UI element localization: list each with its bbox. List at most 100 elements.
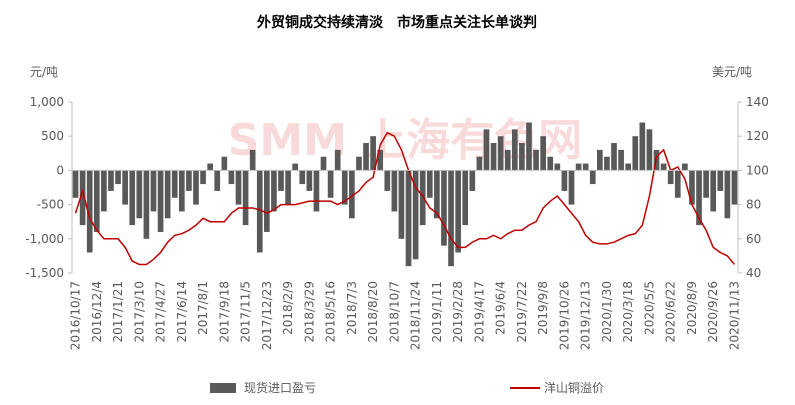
- x-tick-label: 2018/10/7: [387, 281, 401, 343]
- y-tick-label: 500: [41, 129, 64, 143]
- x-tick-label: 2018/2/9: [281, 281, 295, 335]
- bar: [667, 170, 674, 185]
- bar: [483, 129, 490, 171]
- x-tick-label: 2018/5/16: [324, 281, 338, 343]
- x-tick-label: 2016/10/17: [69, 281, 83, 350]
- x-tick-label: 2020/1/30: [600, 281, 614, 343]
- bar: [639, 122, 646, 171]
- bar: [611, 143, 617, 171]
- bar: [249, 149, 256, 171]
- bar: [462, 170, 469, 226]
- x-tick-label: 2019/1/11: [430, 281, 444, 343]
- bar: [313, 170, 320, 212]
- bar: [660, 163, 667, 171]
- bar: [186, 170, 192, 191]
- bar: [150, 170, 157, 212]
- x-tick-label: 2017/6/14: [175, 281, 189, 343]
- x-tick-label: 2020/5/5: [642, 281, 656, 335]
- bar: [441, 170, 447, 246]
- bar: [264, 170, 270, 232]
- bar: [632, 136, 639, 171]
- bar: [235, 170, 242, 205]
- bar: [129, 170, 136, 226]
- bar: [469, 170, 476, 191]
- bar: [434, 170, 440, 219]
- x-tick-label: 2017/3/10: [132, 281, 146, 343]
- x-tick-label: 2020/11/13: [727, 281, 741, 350]
- x-tick-label: 2018/7/3: [345, 281, 359, 335]
- bar: [221, 156, 228, 171]
- bar: [455, 170, 461, 253]
- bar: [717, 170, 724, 191]
- bar: [377, 149, 384, 171]
- x-tick-label: 2017/11/5: [239, 281, 253, 343]
- bar: [164, 170, 171, 219]
- bar: [370, 136, 376, 171]
- bar: [589, 170, 596, 185]
- bar: [356, 156, 362, 171]
- bar: [79, 170, 86, 226]
- x-tick-label: 2017/1/21: [111, 281, 125, 343]
- bar: [689, 170, 695, 205]
- bar: [320, 156, 327, 171]
- x-tick-label: 2019/2/28: [451, 281, 465, 343]
- y-tick-label: 0: [56, 163, 64, 177]
- legend-label: 洋山铜溢价: [544, 380, 604, 395]
- bar: [214, 170, 221, 191]
- bar: [136, 170, 143, 219]
- bar: [405, 170, 412, 267]
- x-tick-label: 2017/4/27: [154, 281, 168, 343]
- x-tick-label: 2020/6/22: [664, 281, 678, 343]
- bar: [200, 170, 206, 185]
- y-tick-label: -500: [37, 198, 64, 212]
- bar: [178, 170, 185, 212]
- bar: [292, 163, 299, 171]
- bar: [582, 163, 589, 171]
- bar: [271, 170, 277, 212]
- bar: [547, 156, 554, 171]
- bar: [327, 170, 334, 198]
- bar: [696, 170, 702, 226]
- bar: [526, 122, 532, 171]
- bar: [384, 170, 391, 191]
- bar: [207, 163, 213, 171]
- x-tick-label: 2017/12/23: [260, 281, 274, 350]
- x-tick-label: 2017/8/1: [196, 281, 210, 335]
- bar: [597, 149, 603, 171]
- bar: [171, 170, 178, 198]
- bar: [540, 136, 546, 171]
- bar: [561, 170, 568, 191]
- bar: [285, 170, 291, 205]
- bar: [72, 170, 79, 198]
- bar: [682, 163, 688, 171]
- bar: [554, 163, 561, 171]
- bar: [193, 170, 199, 205]
- x-tick-label: 2018/11/24: [409, 281, 423, 350]
- y-tick-label: -1,500: [25, 266, 64, 280]
- bar: [448, 170, 454, 267]
- bar: [497, 136, 504, 171]
- bar: [710, 170, 717, 212]
- bar: [504, 149, 511, 171]
- bar: [115, 170, 121, 185]
- y-axis-label: 元/吨: [30, 65, 58, 79]
- bar: [398, 170, 405, 239]
- bar: [122, 170, 128, 205]
- bar: [568, 170, 575, 205]
- bar: [476, 156, 483, 171]
- bar: [101, 170, 107, 212]
- x-tick-label: 2019/4/17: [472, 281, 486, 343]
- y2-tick-label: 40: [746, 266, 761, 280]
- chart-title: 外贸铜成交持续清淡 市场重点关注长单谈判: [257, 14, 537, 31]
- y-tick-label: 1,000: [30, 95, 64, 109]
- y2-tick-label: 140: [746, 95, 769, 109]
- bar: [299, 170, 306, 185]
- bar: [108, 170, 114, 191]
- bar: [533, 149, 539, 171]
- y2-axis-label: 美元/吨: [712, 65, 752, 79]
- x-tick-label: 2020/9/26: [706, 281, 720, 343]
- bar: [724, 170, 731, 219]
- legend-label: 现货进口盈亏: [244, 380, 316, 395]
- x-tick-label: 2019/7/22: [515, 281, 529, 343]
